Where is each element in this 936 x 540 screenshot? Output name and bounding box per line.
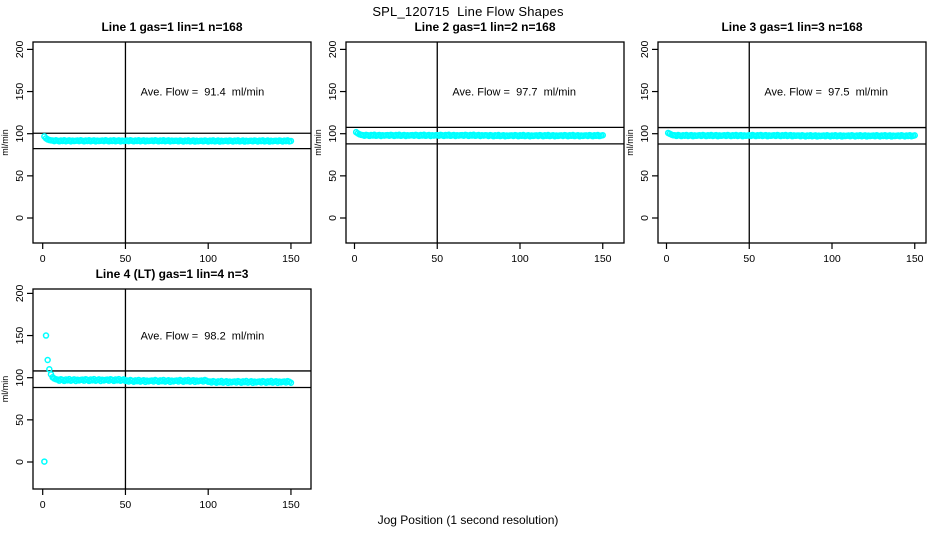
panel-4: 0 50 100 150 0 50 100 150 200 ml/min Line 4 (LT) g… (0, 267, 312, 511)
y-axis: 0 50 100 150 200 (14, 284, 33, 465)
x-tick-label: 0 (664, 253, 670, 265)
outlier-point (44, 356, 51, 364)
y-axis: 0 50 100 150 200 (327, 40, 346, 221)
panel-title: Line 3 gas=1 lin=3 n=168 (721, 20, 862, 34)
y-tick-label: 150 (14, 83, 26, 101)
y-tick-label: 100 (14, 369, 26, 387)
y-tick-label: 0 (639, 215, 651, 221)
x-tick-label: 100 (199, 253, 217, 265)
panel-title: Line 1 gas=1 lin=1 n=168 (101, 20, 242, 34)
plot-box (657, 41, 927, 244)
ave-flow-annotation: Ave. Flow = 97.5 ml/min (764, 87, 888, 99)
plot-box (32, 41, 312, 244)
ave-flow-annotation: Ave. Flow = 97.7 ml/min (452, 87, 576, 99)
y-tick-label: 100 (327, 125, 339, 143)
y-axis: 0 50 100 150 200 (639, 40, 658, 221)
y-tick-label: 100 (14, 125, 26, 143)
x-axis: 0 50 100 150 (40, 489, 300, 511)
plot-box (345, 41, 625, 244)
y-tick-label: 150 (14, 327, 26, 345)
x-tick-label: 100 (823, 253, 841, 265)
y-tick-label: 100 (639, 125, 651, 143)
x-tick-label: 150 (594, 253, 612, 265)
x-axis-label: Jog Position (1 second resolution) (377, 513, 559, 527)
y-tick-label: 50 (14, 170, 26, 182)
outlier-point (42, 332, 50, 339)
panel-title: Line 4 (LT) gas=1 lin=4 n=3 (96, 267, 249, 281)
y-axis-title: ml/min (625, 129, 635, 156)
ave-flow-annotation: Ave. Flow = 91.4 ml/min (141, 87, 265, 99)
outlier-point (41, 458, 48, 465)
y-tick-label: 200 (327, 40, 339, 58)
scatter-points (352, 128, 606, 140)
scatter-points (664, 129, 918, 140)
y-tick-label: 50 (639, 170, 651, 182)
y-tick-label: 0 (14, 215, 26, 221)
x-tick-label: 0 (40, 499, 46, 511)
x-tick-label: 0 (352, 253, 358, 265)
panel-2: 0 50 100 150 0 50 100 150 200 ml/min Line 2 gas=1 … (313, 20, 625, 265)
panel-title: Line 2 gas=1 lin=2 n=168 (414, 20, 555, 34)
x-tick-label: 150 (906, 253, 924, 265)
x-tick-label: 50 (120, 253, 132, 265)
x-tick-label: 150 (282, 253, 300, 265)
panel-3: 0 50 100 150 0 50 100 150 200 ml/min Line 3 gas=1 … (625, 20, 927, 265)
ave-flow-annotation: Ave. Flow = 98.2 ml/min (141, 331, 265, 343)
y-tick-label: 150 (639, 83, 651, 101)
scatter-points (41, 133, 295, 145)
figure-title: SPL_120715 Line Flow Shapes (372, 4, 564, 19)
y-tick-label: 50 (14, 414, 26, 426)
x-tick-label: 150 (282, 499, 300, 511)
x-axis: 0 50 100 150 (40, 243, 300, 265)
x-tick-label: 100 (511, 253, 529, 265)
y-tick-label: 50 (327, 170, 339, 182)
y-axis: 0 50 100 150 200 (14, 40, 33, 221)
scatter-points (41, 332, 295, 465)
y-tick-label: 0 (327, 215, 339, 221)
x-tick-label: 100 (199, 499, 217, 511)
y-axis-title: ml/min (313, 129, 323, 156)
panel-1: 0 50 100 150 0 50 100 150 200 ml/min Line 1 gas=1 … (0, 20, 312, 265)
x-tick-label: 0 (40, 253, 46, 265)
x-tick-label: 50 (431, 253, 443, 265)
y-tick-label: 200 (14, 284, 26, 302)
y-axis-title: ml/min (0, 129, 10, 156)
y-tick-label: 200 (639, 40, 651, 58)
plot-box (32, 288, 312, 490)
y-tick-label: 0 (14, 459, 26, 465)
x-tick-label: 50 (743, 253, 755, 265)
x-axis: 0 50 100 150 (664, 243, 924, 265)
y-tick-label: 150 (327, 83, 339, 101)
x-axis: 0 50 100 150 (352, 243, 612, 265)
y-axis-title: ml/min (0, 376, 10, 403)
x-tick-label: 50 (120, 499, 132, 511)
y-tick-label: 200 (14, 40, 26, 58)
